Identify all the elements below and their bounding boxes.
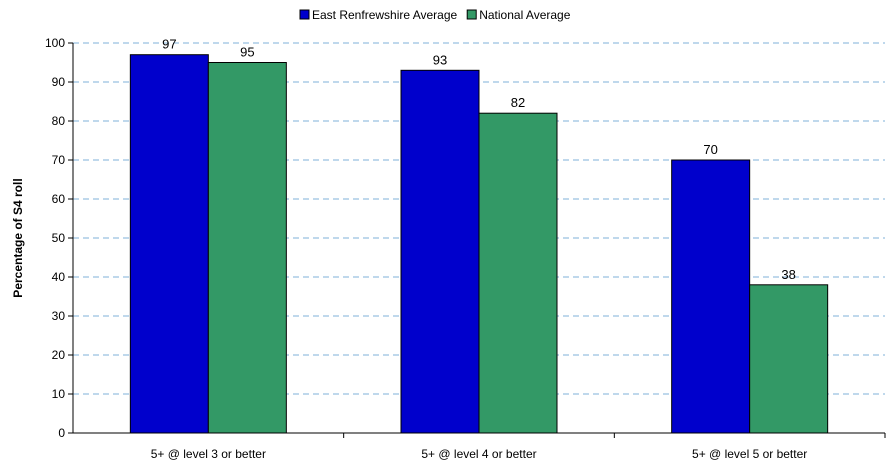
x-tick-label: 5+ @ level 3 or better xyxy=(151,447,266,461)
y-tick-label: 10 xyxy=(52,387,66,401)
legend-item: East Renfrewshire Average xyxy=(299,8,458,22)
legend-swatch xyxy=(466,9,477,20)
data-label: 95 xyxy=(240,45,254,60)
bar-national xyxy=(478,112,558,434)
y-tick-label: 30 xyxy=(52,309,66,323)
bar-national xyxy=(749,284,829,434)
y-tick-label: 90 xyxy=(52,75,66,89)
data-label: 38 xyxy=(781,267,795,282)
y-tick-label: 0 xyxy=(58,426,65,440)
data-label: 93 xyxy=(433,52,447,67)
bar-east-renfrewshire xyxy=(400,69,480,434)
y-axis-title: Percentage of S4 roll xyxy=(11,178,25,297)
y-tick-label: 50 xyxy=(52,231,66,245)
x-tick-label: 5+ @ level 5 or better xyxy=(692,447,807,461)
y-axis: 0 10 20 30 40 50 60 70 80 90 100 xyxy=(45,36,74,440)
bar-national xyxy=(207,62,287,434)
legend-label: East Renfrewshire Average xyxy=(312,8,458,22)
y-tick-label: 40 xyxy=(52,270,66,284)
legend: East Renfrewshire Average National Averag… xyxy=(299,8,571,22)
data-label: 97 xyxy=(162,37,176,52)
legend-item: National Average xyxy=(466,8,571,22)
y-tick-label: 20 xyxy=(52,348,66,362)
bar-east-renfrewshire xyxy=(129,54,209,434)
bar-east-renfrewshire xyxy=(671,159,751,434)
legend-label: National Average xyxy=(479,8,571,22)
data-label: 70 xyxy=(703,142,717,157)
x-tick-label: 5+ @ level 4 or better xyxy=(421,447,536,461)
data-labels: 97 95 93 82 70 38 xyxy=(162,37,796,282)
y-tick-label: 60 xyxy=(52,192,66,206)
data-label: 82 xyxy=(511,95,525,110)
y-tick-label: 70 xyxy=(52,153,66,167)
y-tick-label: 100 xyxy=(45,36,65,50)
legend-swatch xyxy=(299,9,310,20)
x-axis: 5+ @ level 3 or better 5+ @ level 4 or be… xyxy=(73,432,886,461)
bars xyxy=(129,54,829,434)
y-tick-label: 80 xyxy=(52,114,66,128)
